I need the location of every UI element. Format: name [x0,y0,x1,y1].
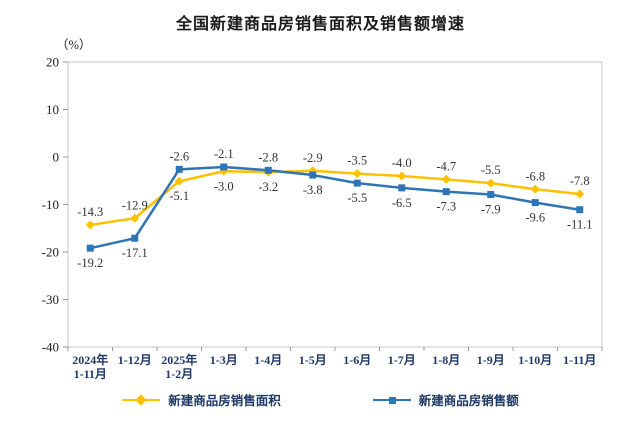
x-tick-label: 1-6月 [343,353,371,367]
y-tick-label: -20 [42,245,59,260]
data-label: -7.9 [481,203,501,217]
data-label: -7.8 [570,174,590,188]
series-marker-square [531,199,539,207]
series-marker-diamond [486,178,496,188]
series-marker-diamond [174,176,184,186]
series-marker-square [398,184,406,192]
data-label: -3.5 [347,154,367,168]
data-label: -7.3 [436,200,456,214]
data-label: -5.1 [169,189,189,203]
x-tick-label: 1-7月 [388,353,416,367]
series-marker-diamond [530,184,540,194]
series-marker-square [576,206,584,214]
data-label: -14.3 [77,205,103,219]
x-tick-label: 2025年 [161,352,197,367]
data-label: -17.1 [122,246,148,260]
data-label: -3.0 [214,179,234,193]
series-marker-square [353,179,361,187]
data-label: -3.2 [258,180,278,194]
series-marker-square [175,165,183,173]
series-line-1 [89,165,580,250]
data-label: -4.7 [436,159,456,173]
y-tick-label: 20 [46,55,59,70]
data-label: -2.8 [258,150,278,164]
series-marker-diamond [130,213,140,223]
data-label: -9.6 [525,211,545,225]
data-label: -11.1 [567,218,593,232]
chart-title: 全国新建商品房销售面积及销售额增速 [175,16,465,33]
x-tick-label: 1-3月 [210,353,238,367]
data-label: -3.8 [303,183,323,197]
data-label: -12.9 [122,198,148,212]
series-marker-square [86,244,94,252]
data-label: -5.5 [481,163,501,177]
x-tick-label: 1-4月 [254,353,282,367]
x-tick-label: 2024年 [72,352,108,367]
sales-amount-line-square-icon [372,395,411,405]
x-tick-label: 1-2月 [165,367,193,381]
series-marker-diamond [85,220,95,230]
x-tick-label: 1-9月 [477,353,505,367]
legend-item-sales-area: 新建商品房销售面积 [122,390,281,409]
data-label: -6.5 [392,196,412,210]
legend-label-sales-amount: 新建商品房销售额 [418,394,519,408]
legend-label-sales-area: 新建商品房销售面积 [168,394,281,408]
y-tick-label: -30 [42,292,59,307]
series-marker-diamond [575,189,585,199]
series-line-0 [90,169,580,227]
x-tick-label: 1-11月 [563,353,596,367]
series-marker-square [220,163,228,171]
series-marker-square [487,191,495,199]
data-label: -19.2 [77,256,103,270]
x-tick-label: 1-10月 [518,353,552,367]
series-marker-square [131,234,139,242]
x-tick-label: 1-8月 [432,353,460,367]
series-marker-diamond [397,171,407,181]
data-label: -2.1 [214,147,234,161]
data-label: -2.6 [169,149,189,163]
chart-legend: 新建商品房销售面积 新建商品房销售额 [0,390,641,409]
series-marker-square [264,166,272,174]
x-tick-label: 1-5月 [299,353,327,367]
x-tick-label: 1-11月 [74,367,107,381]
y-tick-label: -40 [42,340,59,355]
y-tick-label: 0 [53,150,60,165]
y-tick-label: 10 [46,102,59,117]
y-tick-label: -10 [42,197,59,212]
data-label: -4.0 [392,156,412,170]
plot-border [67,61,603,348]
data-label: -5.5 [347,191,367,205]
legend-item-sales-amount: 新建商品房销售额 [372,390,519,409]
y-axis-unit-label: （%） [56,38,92,52]
series-marker-diamond [441,174,451,184]
data-label: -6.8 [525,169,545,183]
data-label: -2.9 [303,151,323,165]
x-tick-label: 1-12月 [118,353,152,367]
sales-area-line-diamond-icon [122,393,161,406]
series-marker-diamond [352,169,362,179]
series-marker-square [442,188,450,196]
series-marker-square [309,171,317,179]
